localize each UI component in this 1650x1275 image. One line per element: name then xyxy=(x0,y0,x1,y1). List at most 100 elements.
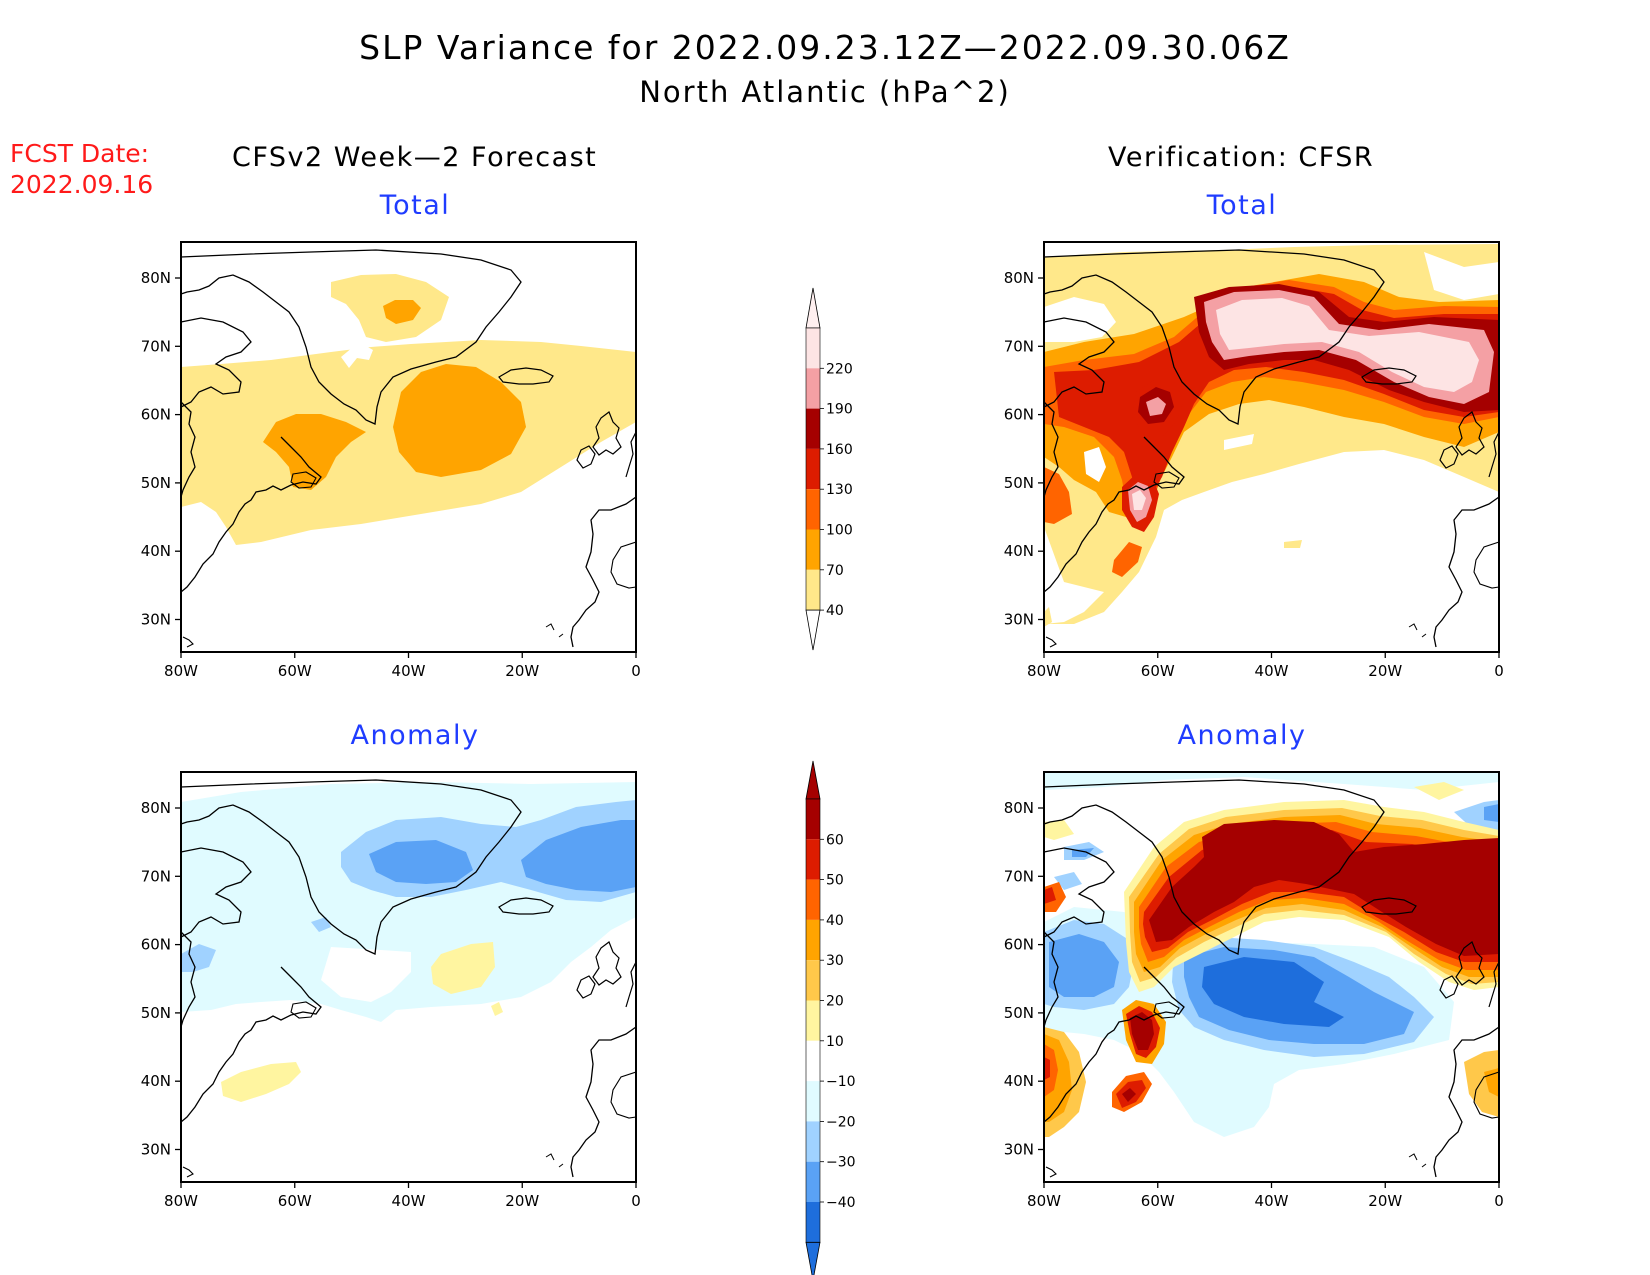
lat-tick-label: 70N xyxy=(141,337,171,355)
colorbar-label: 40 xyxy=(826,913,844,929)
lon-tick-label: 80W xyxy=(1027,662,1061,680)
lat-tick-label: 80N xyxy=(1004,799,1034,817)
lon-tick-label: 60W xyxy=(1141,1192,1175,1210)
lon-tick-label: 20W xyxy=(505,662,539,680)
colorbar-segment xyxy=(806,489,820,530)
lat-tick-label: 50N xyxy=(141,474,171,492)
lat-tick-label: 40N xyxy=(1004,1072,1034,1090)
lat-tick-label: 40N xyxy=(141,542,171,560)
lat-tick-label: 80N xyxy=(141,269,171,287)
colorbar-outline xyxy=(805,798,821,1243)
lon-tick-label: 80W xyxy=(1027,1192,1061,1210)
lon-tick-label: 80W xyxy=(164,1192,198,1210)
colorbar-label: 40 xyxy=(826,603,844,619)
lat-tick-label: 40N xyxy=(141,1072,171,1090)
lat-tick-label: 60N xyxy=(141,936,171,954)
colorbar-segment xyxy=(806,879,820,920)
colorbar-label: 160 xyxy=(826,442,853,458)
colorbar-label: −30 xyxy=(826,1155,856,1171)
lat-tick-label: 70N xyxy=(1004,867,1034,885)
colorbar-segment xyxy=(806,960,820,1001)
colorbar-label: −10 xyxy=(826,1074,856,1090)
colorbar-segment xyxy=(806,1040,820,1082)
colorbar-segment xyxy=(806,1000,820,1041)
lat-tick-label: 30N xyxy=(1004,1141,1034,1159)
colorbar-label: 70 xyxy=(826,563,844,579)
lon-tick-label: 60W xyxy=(278,662,312,680)
colorbar-segment xyxy=(806,569,820,611)
lat-tick-label: 80N xyxy=(141,799,171,817)
colorbar-label: −40 xyxy=(826,1195,856,1211)
lat-tick-label: 50N xyxy=(1004,1004,1034,1022)
panel-title-forecast-anomaly: Anomaly xyxy=(350,720,480,751)
fcst-date-value: 2022.09.16 xyxy=(10,170,154,199)
lat-tick-label: 80N xyxy=(1004,269,1034,287)
lon-tick-label: 40W xyxy=(1255,662,1289,680)
lat-tick-label: 30N xyxy=(141,1141,171,1159)
lat-tick-label: 30N xyxy=(141,611,171,629)
fcst-date-label: FCST Date: 2022.09.16 xyxy=(10,138,153,200)
colorbar-segment xyxy=(806,1121,820,1162)
colorbar-top-arrow xyxy=(805,287,821,329)
panel-title-verification-total: Total xyxy=(1206,190,1278,221)
colorbar-segment xyxy=(806,448,820,490)
lat-tick-label: 30N xyxy=(1004,611,1034,629)
colorbar-label: 130 xyxy=(826,482,853,498)
colorbar-segment xyxy=(806,529,820,570)
lat-tick-label: 70N xyxy=(141,867,171,885)
map-forecast-anomaly xyxy=(180,771,637,1183)
colorbar-label: 50 xyxy=(826,873,844,889)
colorbar-total: 220 190 160 130 100 70 40 xyxy=(805,287,853,651)
colorbar-label: 20 xyxy=(826,994,844,1010)
lon-tick-label: 40W xyxy=(392,662,426,680)
lon-tick-label: 60W xyxy=(1141,662,1175,680)
colorbar-segment xyxy=(806,368,820,409)
colorbar-anomaly: 60 50 40 30 20 10 −10 −20 −30 −40 xyxy=(805,760,856,1275)
colorbar-segment xyxy=(806,1202,820,1243)
map-forecast-total xyxy=(180,241,637,653)
panel-title-forecast-total: Total xyxy=(379,190,451,221)
verification-column-title: Verification: CFSR xyxy=(1108,142,1375,173)
colorbar-segment xyxy=(806,408,820,449)
colorbar-label: 190 xyxy=(826,402,853,418)
lon-tick-label: 20W xyxy=(1368,1192,1402,1210)
colorbar-segment xyxy=(806,799,820,840)
colorbar-label: 60 xyxy=(826,832,844,848)
map-verification-total xyxy=(1043,241,1500,653)
main-title: SLP Variance for 2022.09.23.12Z—2022.09.… xyxy=(359,28,1291,67)
lon-tick-label: 40W xyxy=(392,1192,426,1210)
lon-tick-label: 0 xyxy=(631,662,641,680)
colorbar-segment xyxy=(806,919,820,961)
colorbar-bottom-arrow xyxy=(805,609,821,651)
colorbar-label: −20 xyxy=(826,1114,856,1130)
lon-tick-label: 0 xyxy=(1494,662,1504,680)
lat-tick-label: 50N xyxy=(141,1004,171,1022)
lon-tick-label: 0 xyxy=(631,1192,641,1210)
lon-tick-label: 80W xyxy=(164,662,198,680)
lon-tick-label: 60W xyxy=(278,1192,312,1210)
lon-tick-label: 40W xyxy=(1255,1192,1289,1210)
colorbar-top-arrow xyxy=(805,760,821,800)
colorbar-segment xyxy=(806,1081,820,1122)
colorbar-segment xyxy=(806,839,820,880)
lon-tick-label: 20W xyxy=(1368,662,1402,680)
lon-tick-label: 0 xyxy=(1494,1192,1504,1210)
colorbar-label: 220 xyxy=(826,361,853,377)
map-verification-anomaly xyxy=(1043,771,1500,1183)
lat-tick-label: 60N xyxy=(141,406,171,424)
fcst-date-caption: FCST Date: xyxy=(10,139,150,168)
lat-tick-label: 40N xyxy=(1004,542,1034,560)
lon-tick-label: 20W xyxy=(505,1192,539,1210)
lat-tick-label: 70N xyxy=(1004,337,1034,355)
axis-labels: 80W 60W 40W 20W 0 80N 70N 60N 50N 40N 30N 80W 60W 40W… xyxy=(141,269,1504,1210)
colorbar-bottom-arrow xyxy=(805,1241,821,1275)
colorbar-label: 100 xyxy=(826,523,853,539)
lat-tick-label: 50N xyxy=(1004,474,1034,492)
sub-title: North Atlantic (hPa^2) xyxy=(639,75,1011,109)
panel-title-verification-anomaly: Anomaly xyxy=(1177,720,1307,751)
lat-tick-label: 60N xyxy=(1004,406,1034,424)
forecast-column-title: CFSv2 Week—2 Forecast xyxy=(232,142,598,173)
colorbar-segment xyxy=(806,1161,820,1202)
lat-tick-label: 60N xyxy=(1004,936,1034,954)
